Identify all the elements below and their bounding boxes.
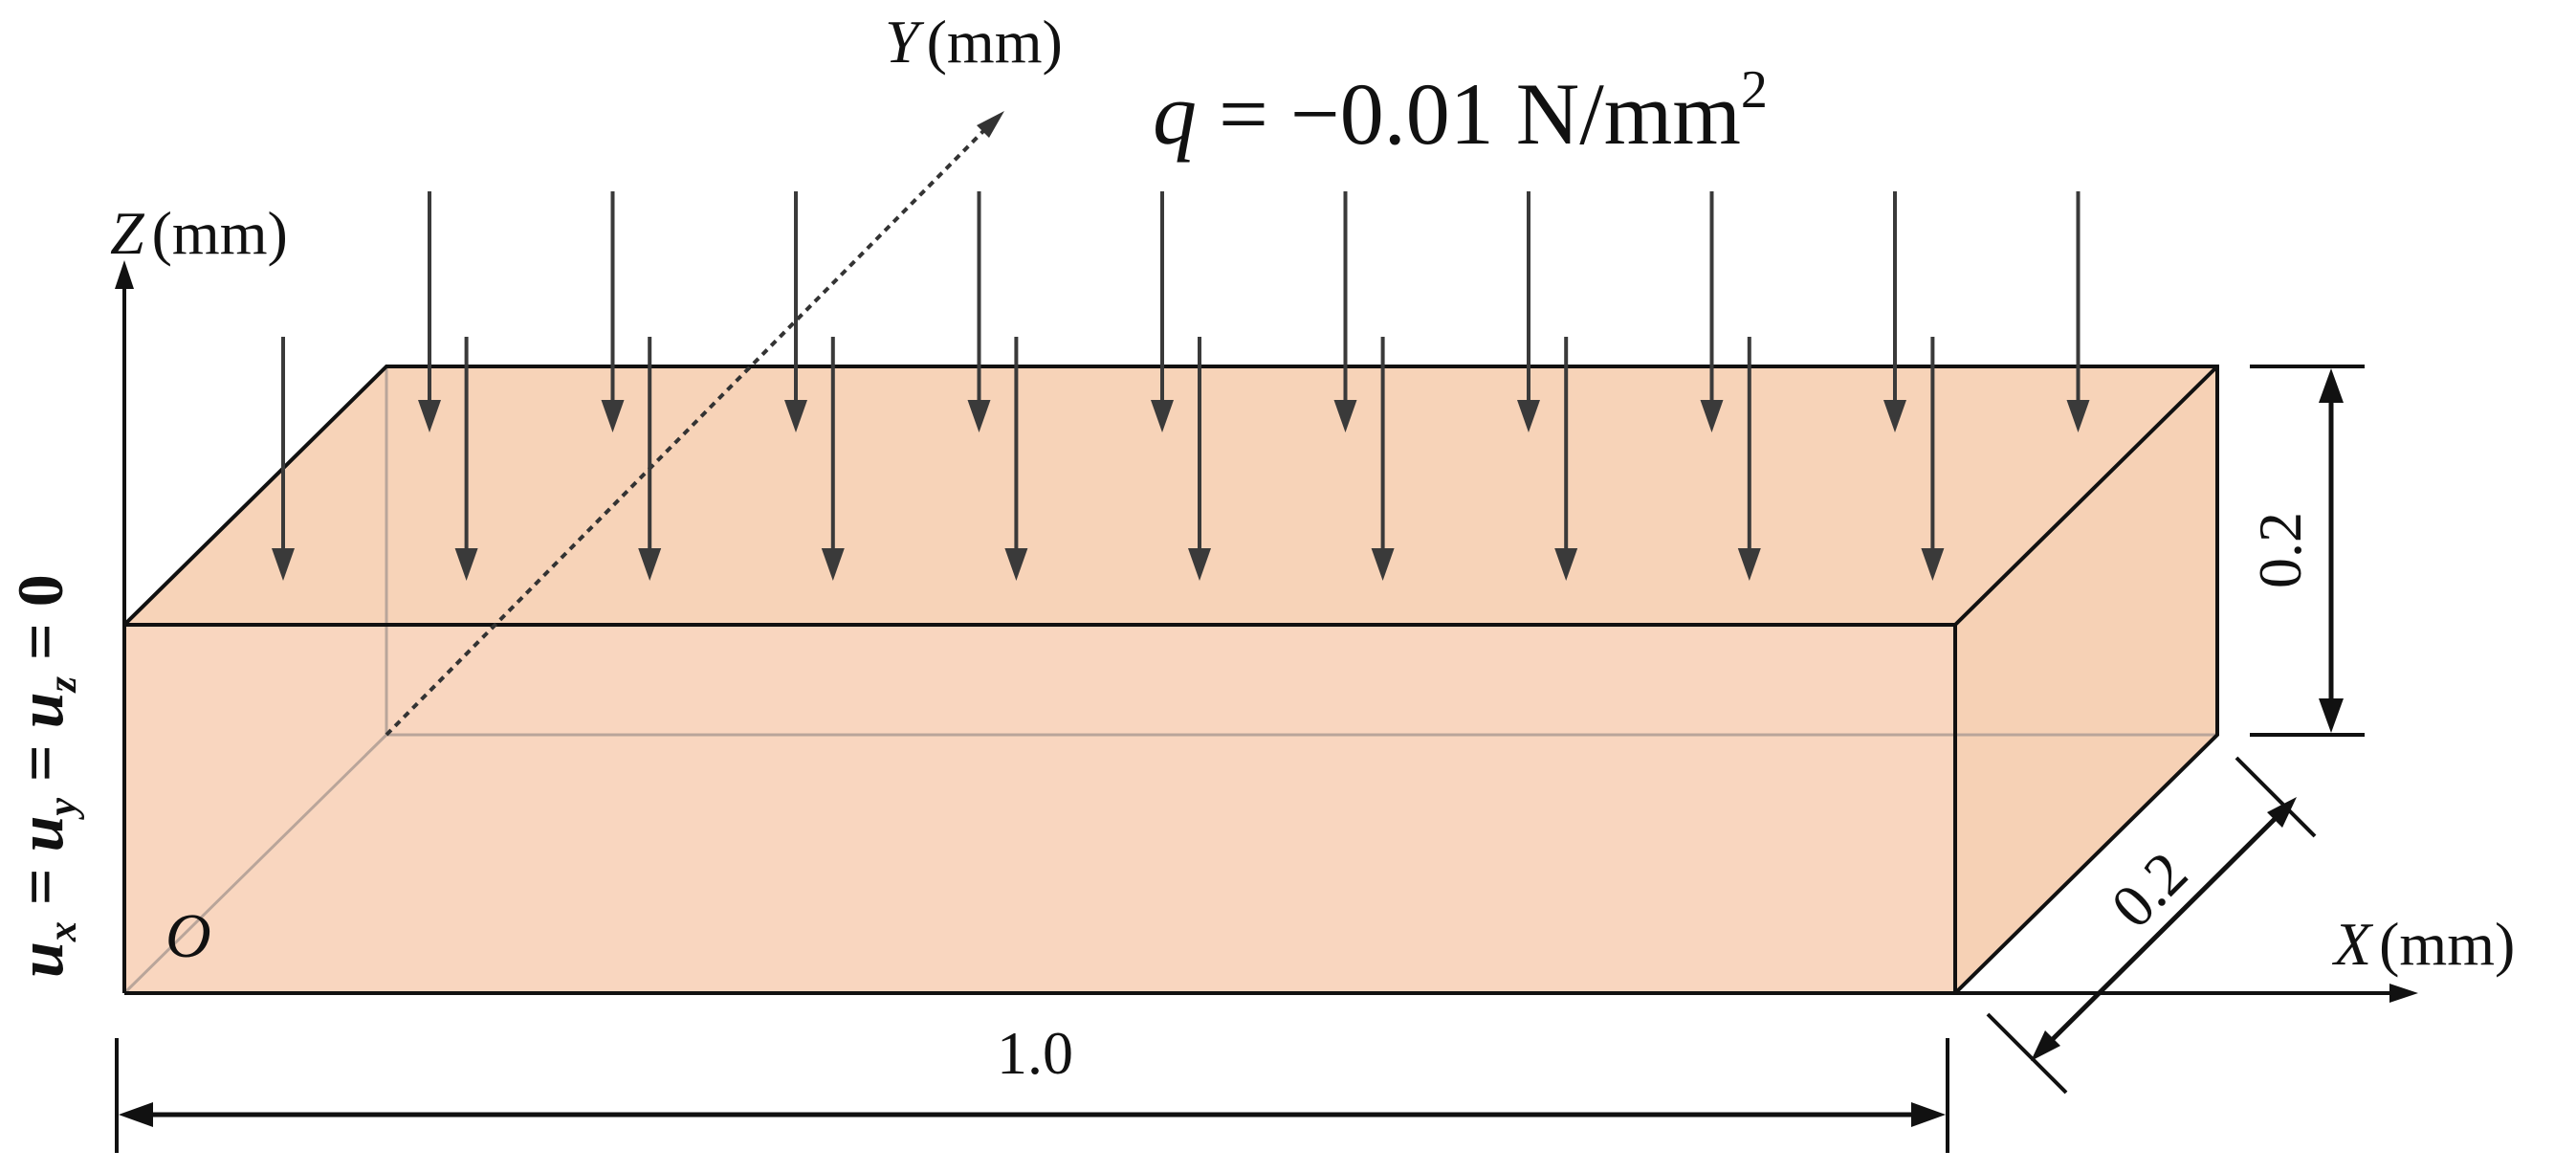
z-axis-label: Z (mm) (110, 199, 288, 267)
load-arrow-front-8 (1737, 337, 1761, 581)
load-arrow-front-1 (454, 337, 478, 581)
load-arrow-front-5 (1188, 337, 1211, 581)
load-arrows (272, 191, 2090, 581)
x-axis (1955, 984, 2418, 1003)
load-arrow-rear-7 (1700, 191, 1724, 432)
dimension-length (115, 1038, 1949, 1153)
load-arrow-rear-6 (1517, 191, 1540, 432)
z-axis (115, 260, 134, 993)
dimension-depth (1986, 756, 2317, 1095)
load-arrow-front-6 (1371, 337, 1395, 581)
dimension-height-label: 0.2 (2246, 512, 2314, 588)
load-arrow-rear-3 (967, 191, 991, 432)
dimension-height (2250, 365, 2365, 737)
load-arrow-rear-5 (1333, 191, 1357, 432)
visible-edge-top-right (1953, 365, 2219, 627)
dimension-depth-label: 0.2 (2098, 838, 2200, 941)
load-arrow-front-7 (1554, 337, 1578, 581)
load-arrow-rear-0 (418, 191, 441, 432)
dimension-length-label: 1.0 (997, 1019, 1073, 1087)
load-arrow-front-4 (1004, 337, 1028, 581)
load-arrow-rear-1 (601, 191, 625, 432)
box-right-face (1955, 366, 2217, 993)
hidden-edge-depth (122, 733, 388, 995)
load-arrow-front-0 (272, 337, 295, 581)
load-arrow-rear-2 (784, 191, 807, 432)
load-arrow-rear-9 (2066, 191, 2090, 432)
x-axis-label: X (mm) (2331, 910, 2515, 978)
boundary-condition-label: ux = uy = uz = 0 (4, 574, 85, 978)
load-arrow-front-3 (821, 337, 845, 581)
origin-label: O (165, 901, 211, 971)
load-arrow-front-9 (1921, 337, 1945, 581)
y-axis (385, 111, 1004, 737)
load-arrow-rear-4 (1151, 191, 1174, 432)
load-arrow-front-2 (638, 337, 662, 581)
load-exponent: 2 (1741, 60, 1768, 120)
box-front-face (124, 625, 1955, 993)
y-axis-label: Y (mm) (885, 8, 1063, 76)
load-arrow-rear-8 (1883, 191, 1906, 432)
load-label: q = −0.01 N/mm2 (1153, 60, 1768, 163)
